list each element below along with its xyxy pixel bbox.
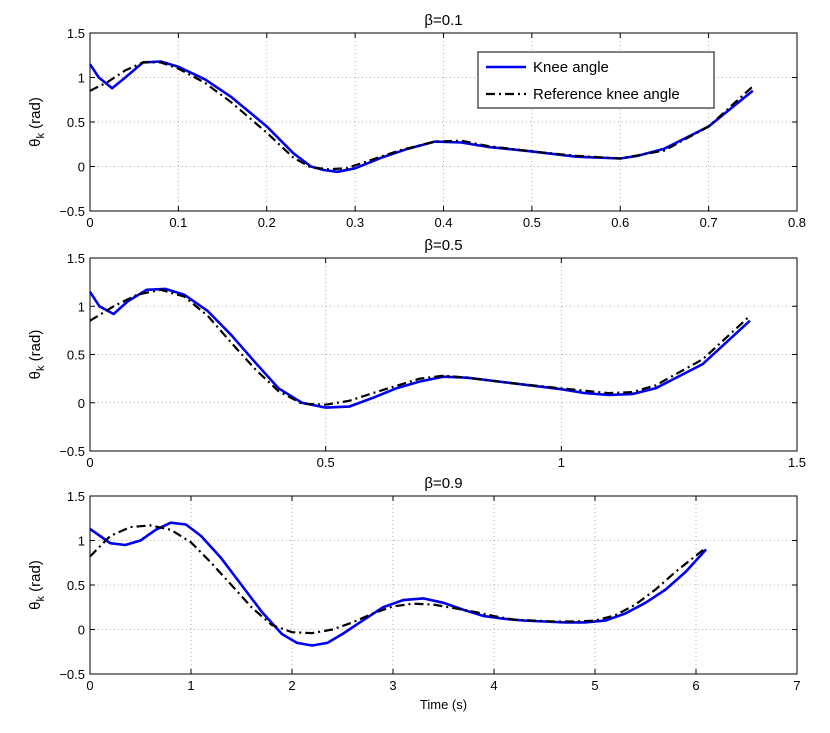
x-tick-label: 0.8 <box>788 215 806 230</box>
chart-title: β=0.5 <box>424 237 462 254</box>
x-tick-label: 6 <box>692 678 699 693</box>
y-tick-label: 0.5 <box>67 115 85 130</box>
legend-label-2: Reference knee angle <box>533 86 680 103</box>
x-tick-label: 7 <box>793 678 800 693</box>
knee-angle-line <box>88 287 751 409</box>
x-tick-label: 5 <box>591 678 598 693</box>
reference-knee-angle-line <box>89 61 754 171</box>
y-axis-label-unit: (rad) <box>27 560 44 596</box>
x-tick-label: 0.7 <box>700 215 718 230</box>
legend: Knee angle Reference knee angle <box>477 51 715 109</box>
x-tick-label: 0.6 <box>611 215 629 230</box>
y-tick-label: 1 <box>78 299 85 314</box>
x-tick-label: 0 <box>86 455 93 470</box>
y-axis-label: θk (rad) <box>27 330 47 380</box>
x-tick-label: 0.5 <box>523 215 541 230</box>
y-tick-label: −0.5 <box>59 444 85 459</box>
y-axis-label-symbol: θ <box>27 371 44 379</box>
plot-area <box>89 257 798 452</box>
reference-knee-angle-line <box>89 524 707 635</box>
chart-title: β=0.1 <box>424 12 462 29</box>
y-axis-label-unit: (rad) <box>27 97 44 133</box>
chart-title: β=0.9 <box>424 475 462 492</box>
y-axis-label-subscript: k <box>35 365 47 371</box>
x-tick-label: 1 <box>558 455 565 470</box>
knee-angle-line <box>88 60 754 174</box>
y-axis-label-symbol: θ <box>27 602 44 610</box>
y-axis-label-subscript: k <box>35 596 47 602</box>
x-tick-label: 3 <box>389 678 396 693</box>
y-tick-label: −0.5 <box>59 667 85 682</box>
y-tick-label: 1.5 <box>67 489 85 504</box>
x-tick-label: 0 <box>86 678 93 693</box>
x-tick-label: 1 <box>187 678 194 693</box>
panel-1: 0 0.1 0.2 0.3 0.4 0.5 0.6 0.7 0.8−0.500.511.5β=0… <box>27 12 806 230</box>
x-axis-label: Time (s) <box>420 697 467 712</box>
legend-box <box>477 51 715 109</box>
x-tick-label: 0.1 <box>169 215 187 230</box>
y-tick-label: 1.5 <box>67 26 85 41</box>
y-axis-label: θk (rad) <box>27 97 47 147</box>
y-tick-label: 0 <box>78 160 85 175</box>
x-tick-label: 0.3 <box>346 215 364 230</box>
x-tick-label: 0 <box>86 215 93 230</box>
y-axis-label-subscript: k <box>35 133 47 139</box>
y-tick-label: 0.5 <box>67 578 85 593</box>
x-tick-label: 0.2 <box>258 215 276 230</box>
y-tick-label: 1 <box>78 534 85 549</box>
x-tick-label: 0.4 <box>434 215 452 230</box>
x-tick-label: 1.5 <box>788 455 806 470</box>
x-tick-label: 2 <box>288 678 295 693</box>
legend-label-1: Knee angle <box>533 59 609 76</box>
y-tick-label: 0.5 <box>67 348 85 363</box>
y-axis-label-symbol: θ <box>27 139 44 147</box>
panel-2: 0 0.5 1 1.5−0.500.511.5β=0.5θk (rad) <box>27 237 806 470</box>
y-tick-label: 0 <box>78 396 85 411</box>
panel-3: 0 1 2 3 4 5 6 7−0.500.511.5β=0.9θk (rad)Time (s… <box>27 475 801 712</box>
x-tick-label: 0.5 <box>317 455 335 470</box>
x-tick-label: 4 <box>490 678 497 693</box>
reference-knee-angle-line <box>89 288 751 406</box>
y-tick-label: 0 <box>78 623 85 638</box>
y-axis-label: θk (rad) <box>27 560 47 610</box>
y-tick-label: 1.5 <box>67 251 85 266</box>
y-tick-label: −0.5 <box>59 204 85 219</box>
y-axis-label-unit: (rad) <box>27 330 44 366</box>
y-tick-label: 1 <box>78 71 85 86</box>
